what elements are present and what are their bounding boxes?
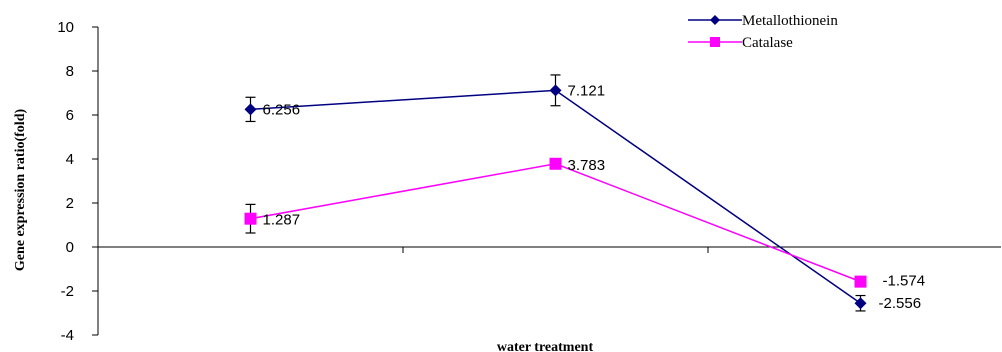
marker-catalase: [244, 212, 257, 225]
legend: Metallothionein Catalase: [688, 13, 838, 51]
marker-metallothionein: [244, 103, 257, 116]
x-axis-title: water treatment: [497, 340, 594, 352]
marker-metallothionein: [854, 297, 867, 310]
data-label-metallothionein: 6.256: [263, 101, 301, 118]
marker-catalase: [854, 275, 867, 288]
marker-catalase: [549, 157, 562, 170]
data-labels: 6.256 7.121 -2.556 1.287 3.783 -1.574: [263, 82, 926, 312]
y-tick-label: -2: [61, 283, 74, 300]
series-line-metallothionein: [250, 89, 861, 304]
legend-marker-catalase: [710, 37, 720, 47]
legend-label-catalase: Catalase: [742, 35, 793, 51]
data-label-catalase: 3.783: [568, 157, 606, 174]
data-label-metallothionein: -2.556: [879, 295, 922, 312]
legend-entry-catalase: Catalase: [688, 35, 793, 51]
x-axis: [98, 246, 1001, 253]
series-layer: [244, 74, 867, 312]
y-tick-label: 0: [66, 239, 74, 256]
marker-metallothionein: [549, 84, 562, 97]
legend-marker-metallothionein: [710, 15, 720, 25]
y-axis: -4 -2 0 2 4 6 8 10: [57, 19, 99, 344]
y-tick-label: 2: [66, 195, 74, 212]
series-line-catalase: [250, 162, 861, 283]
y-tick-label: 6: [66, 107, 74, 124]
y-axis-title: Gene expression ratio(fold): [13, 109, 28, 272]
data-label-catalase: 1.287: [263, 212, 301, 229]
y-tick-label: 4: [66, 151, 74, 168]
y-tick-label: 8: [66, 63, 74, 80]
data-label-metallothionein: 7.121: [568, 82, 606, 99]
y-tick-label: -4: [61, 327, 74, 344]
y-tick-label: 10: [57, 19, 74, 36]
legend-label-metallothionein: Metallothionein: [742, 13, 838, 29]
data-label-catalase: -1.574: [883, 273, 926, 290]
legend-entry-metallothionein: Metallothionein: [688, 13, 838, 29]
